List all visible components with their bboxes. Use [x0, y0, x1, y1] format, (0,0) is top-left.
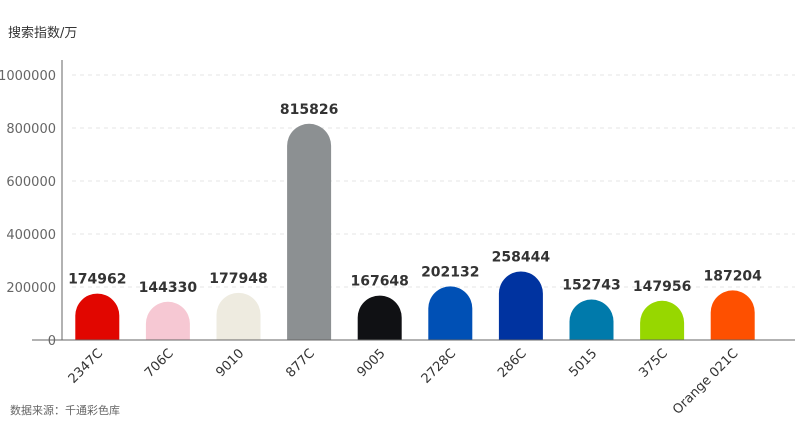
data-label: 258444: [492, 250, 551, 266]
x-tick-label: 2728C: [419, 346, 459, 386]
y-tick-label: 0: [48, 334, 56, 349]
y-tick-label: 400000: [6, 228, 56, 243]
data-label: 167648: [350, 274, 408, 290]
x-tick-label: 286C: [495, 346, 530, 381]
x-axis-ticks: 2347C 706C 9010 877C 9005 2728C 286C 5015 375C Or…: [66, 346, 742, 417]
x-tick-label: 877C: [283, 346, 318, 381]
y-axis-label: 搜索指数/万: [8, 26, 77, 41]
data-label: 144330: [139, 280, 198, 296]
bar: [710, 290, 755, 340]
data-label: 152743: [562, 278, 620, 294]
data-labels: 174962 144330 177948 815826 167648 202132 2584…: [68, 102, 762, 296]
data-label: 202132: [421, 264, 479, 280]
data-label: 177948: [209, 271, 267, 287]
bar: [75, 293, 120, 340]
bar: [216, 292, 261, 340]
x-tick-label: 9005: [355, 346, 389, 380]
bar: [498, 271, 543, 340]
data-label: 815826: [280, 102, 338, 118]
bars: [75, 123, 755, 340]
x-tick-label: 9010: [213, 346, 247, 380]
y-tick-label: 1000000: [0, 69, 56, 84]
bar: [357, 295, 402, 340]
data-label: 147956: [633, 279, 691, 295]
bar: [145, 301, 190, 340]
y-tick-label: 800000: [6, 122, 56, 137]
x-tick-label: 5015: [566, 346, 600, 380]
bar: [640, 300, 685, 340]
x-tick-label: 2347C: [66, 346, 106, 386]
x-tick-label: Orange 021C: [670, 346, 741, 417]
data-label: 187204: [703, 268, 762, 284]
y-tick-label: 200000: [6, 281, 56, 296]
x-tick-label: 706C: [142, 346, 177, 381]
source-note: 数据来源：千通彩色库: [10, 403, 120, 417]
y-axis-ticks: 0 200000 400000 600000 800000 1000000: [0, 69, 56, 349]
bar: [569, 299, 614, 340]
y-tick-label: 600000: [6, 175, 56, 190]
gridlines: [72, 74, 795, 288]
data-label: 174962: [68, 272, 126, 288]
bar: [428, 286, 473, 340]
x-tick-label: 375C: [636, 346, 671, 381]
bar: [287, 123, 332, 340]
